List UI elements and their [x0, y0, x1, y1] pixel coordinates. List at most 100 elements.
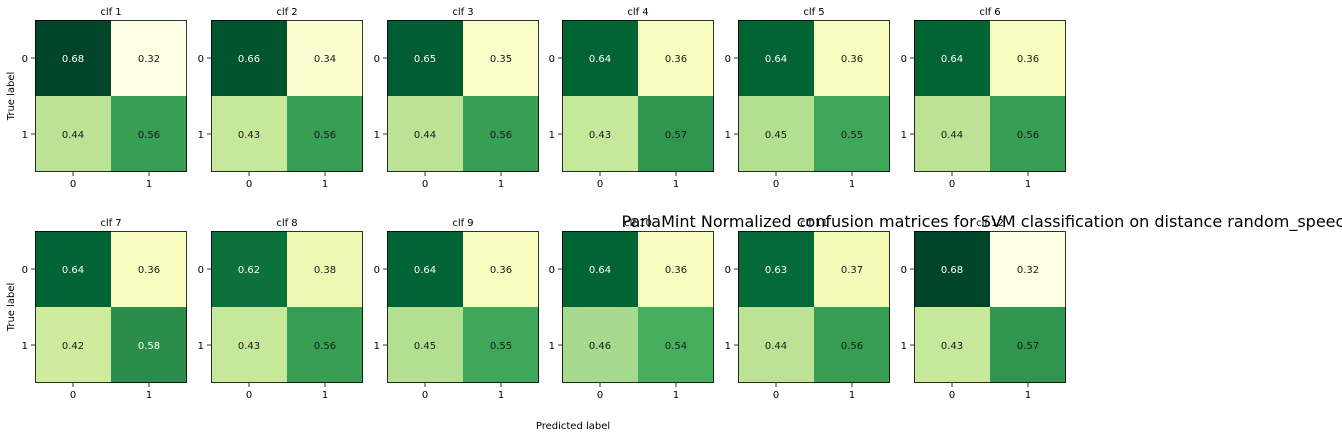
cell-value-label: 0.37 — [841, 265, 863, 276]
matrix-frame — [211, 231, 363, 383]
confusion-matrix-panel: 0.68 0.32 0.44 0.56 clf 1 0 1 0 1 — [22, 7, 187, 190]
cell-value-label: 0.43 — [238, 130, 260, 141]
x-tick-label: 1 — [849, 179, 855, 190]
cell-value-label: 0.43 — [941, 341, 963, 352]
y-tick-label: 0 — [725, 54, 731, 65]
confusion-matrix-panel: 0.62 0.38 0.43 0.56 clf 8 0 1 0 1 — [198, 218, 363, 401]
x-tick-label: 1 — [1025, 179, 1031, 190]
cell-value-label: 0.56 — [138, 130, 160, 141]
x-tick-label: 0 — [70, 179, 76, 190]
matrix-frame — [562, 20, 714, 172]
cell-value-label: 0.36 — [1017, 54, 1039, 65]
matrix-cell — [814, 96, 890, 172]
x-tick-label: 0 — [949, 390, 955, 401]
confusion-matrix-panel: 0.64 0.36 0.45 0.55 clf 9 0 1 0 1 — [374, 218, 539, 401]
matrix-cell — [562, 307, 638, 383]
cell-value-label: 0.42 — [62, 341, 84, 352]
y-tick-label: 0 — [22, 265, 28, 276]
confusion-matrix-panel: 0.68 0.32 0.43 0.57 clf 12 0 1 0 1 — [901, 218, 1066, 401]
y-tick-label: 0 — [198, 265, 204, 276]
cell-value-label: 0.44 — [941, 130, 963, 141]
matrix-frame — [914, 20, 1066, 172]
cell-value-label: 0.56 — [490, 130, 512, 141]
cell-value-label: 0.57 — [665, 130, 687, 141]
cell-value-label: 0.44 — [62, 130, 84, 141]
cell-value-label: 0.45 — [765, 130, 787, 141]
matrix-cell — [111, 96, 187, 172]
cell-value-label: 0.35 — [490, 54, 512, 65]
x-tick-label: 1 — [673, 179, 679, 190]
matrix-cell — [35, 20, 111, 96]
y-tick-label: 1 — [549, 130, 555, 141]
matrix-cell — [914, 307, 990, 383]
panel-title: clf 2 — [276, 7, 297, 18]
matrix-cell — [287, 20, 363, 96]
x-tick-label: 0 — [246, 390, 252, 401]
matrix-cell — [111, 231, 187, 307]
confusion-matrix-panel: 0.64 0.36 0.46 0.54 clf 10 0 1 0 1 — [549, 218, 714, 401]
x-tick-label: 1 — [146, 390, 152, 401]
confusion-matrix-panel: 0.63 0.37 0.44 0.56 clf 11 0 1 0 1 — [725, 218, 890, 401]
x-tick-label: 0 — [597, 390, 603, 401]
matrix-cell — [387, 20, 463, 96]
matrix-cell — [990, 231, 1066, 307]
cell-value-label: 0.54 — [665, 341, 687, 352]
cell-value-label: 0.36 — [490, 265, 512, 276]
y-axis-label: True label — [6, 72, 17, 122]
matrix-cell — [111, 307, 187, 383]
matrix-cell — [211, 96, 287, 172]
panel-title: clf 6 — [979, 7, 1000, 18]
matrix-cell — [211, 231, 287, 307]
y-tick-label: 0 — [901, 265, 907, 276]
matrix-cell — [738, 96, 814, 172]
matrix-frame — [387, 231, 539, 383]
y-tick-label: 1 — [374, 341, 380, 352]
x-tick-label: 0 — [422, 179, 428, 190]
matrix-cell — [287, 96, 363, 172]
matrix-frame — [562, 231, 714, 383]
y-tick-label: 0 — [901, 54, 907, 65]
cell-value-label: 0.66 — [238, 54, 260, 65]
matrix-cell — [990, 96, 1066, 172]
cell-value-label: 0.36 — [665, 265, 687, 276]
matrix-cell — [35, 231, 111, 307]
matrix-cell — [914, 96, 990, 172]
y-tick-label: 1 — [549, 341, 555, 352]
matrix-cell — [814, 20, 890, 96]
matrix-cell — [111, 20, 187, 96]
y-tick-label: 1 — [22, 341, 28, 352]
matrix-cell — [738, 20, 814, 96]
y-tick-label: 0 — [198, 54, 204, 65]
cell-value-label: 0.56 — [841, 341, 863, 352]
panel-title: clf 3 — [452, 7, 473, 18]
cell-value-label: 0.65 — [414, 54, 436, 65]
x-tick-label: 1 — [673, 390, 679, 401]
y-tick-label: 0 — [549, 265, 555, 276]
cell-value-label: 0.43 — [238, 341, 260, 352]
matrix-cell — [638, 96, 714, 172]
panel-title: clf 10 — [624, 218, 652, 229]
cell-value-label: 0.64 — [941, 54, 963, 65]
matrix-cell — [211, 307, 287, 383]
matrix-cell — [387, 96, 463, 172]
cell-value-label: 0.45 — [414, 341, 436, 352]
matrix-cell — [463, 96, 539, 172]
y-tick-label: 1 — [725, 130, 731, 141]
cell-value-label: 0.64 — [62, 265, 84, 276]
x-tick-label: 0 — [422, 390, 428, 401]
matrix-cell — [914, 20, 990, 96]
cell-value-label: 0.44 — [414, 130, 436, 141]
cell-value-label: 0.64 — [414, 265, 436, 276]
panel-title: clf 7 — [100, 218, 121, 229]
y-tick-label: 1 — [198, 341, 204, 352]
panel-title: clf 5 — [803, 7, 824, 18]
cell-value-label: 0.56 — [1017, 130, 1039, 141]
x-tick-label: 1 — [1025, 390, 1031, 401]
matrix-cell — [463, 231, 539, 307]
panel-title: clf 12 — [976, 218, 1004, 229]
panel-title: clf 9 — [452, 218, 473, 229]
matrix-cell — [638, 231, 714, 307]
y-tick-label: 0 — [725, 265, 731, 276]
y-tick-label: 1 — [901, 341, 907, 352]
